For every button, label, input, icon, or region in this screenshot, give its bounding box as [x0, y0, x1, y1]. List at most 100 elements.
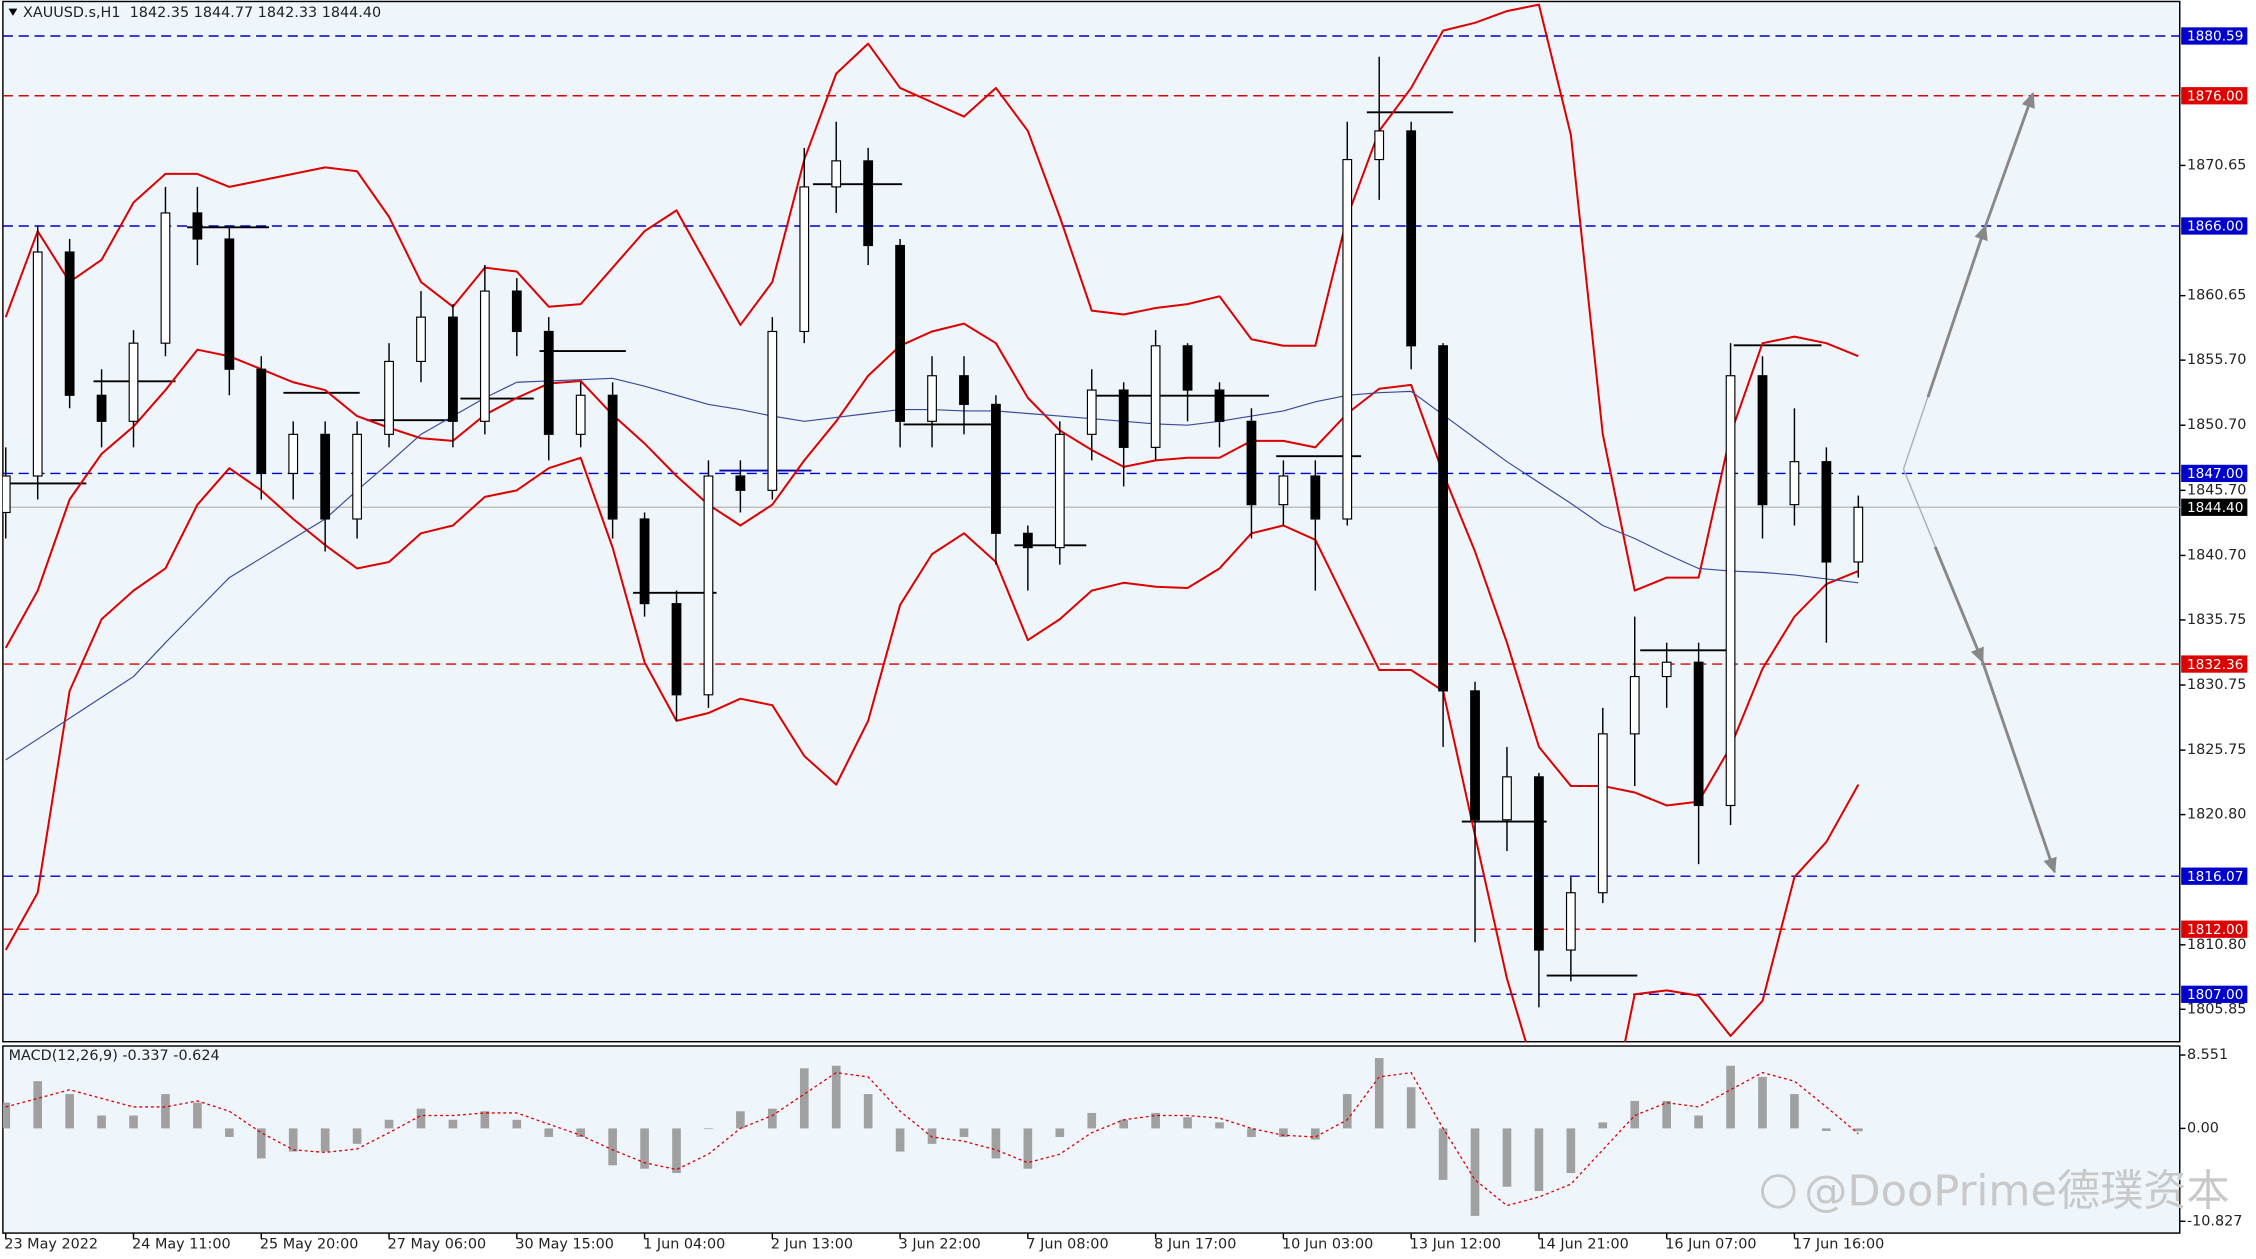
macd-bar	[831, 1065, 841, 1129]
candle-body	[767, 330, 778, 491]
macd-bar	[704, 1128, 713, 1130]
y-tick-label: 1850.70	[2187, 417, 2246, 433]
macd-bar	[1023, 1128, 1033, 1169]
macd-bar	[256, 1128, 266, 1159]
macd-bar	[33, 1081, 43, 1129]
level-label: 1847.00	[2187, 466, 2243, 482]
x-tick-label: 14 Jun 21:00	[1537, 1237, 1628, 1253]
x-tick-label: 10 Jun 03:00	[1282, 1237, 1373, 1253]
projection-arrow	[1981, 661, 2057, 874]
macd-bar	[512, 1119, 522, 1129]
y-tick-label: 1805.85	[2187, 1001, 2246, 1017]
candle-body	[1406, 130, 1417, 347]
candle-body	[1118, 389, 1129, 448]
x-tick-label: 3 Jun 22:00	[899, 1237, 981, 1253]
macd-bar	[1854, 1128, 1863, 1132]
level-label: 1832.36	[2187, 657, 2243, 673]
main-pane	[2, 0, 2181, 1043]
candle-body	[1246, 420, 1257, 506]
macd-bar	[1438, 1128, 1448, 1180]
candle-body	[1693, 661, 1704, 807]
level-label: 1866.00	[2187, 219, 2243, 235]
candle-body	[1853, 506, 1864, 563]
y-tick-label: 1820.80	[2187, 807, 2246, 823]
macd-bar	[352, 1128, 362, 1144]
candle-body	[320, 433, 331, 520]
y-tick-label: 8.551	[2187, 1047, 2228, 1063]
bollinger-band	[4, 322, 1859, 807]
macd-bar	[959, 1128, 969, 1137]
level-label: 1844.40	[2187, 500, 2243, 516]
macd-bar	[544, 1128, 554, 1137]
macd-bar	[320, 1128, 330, 1152]
level-label-box	[2181, 867, 2248, 885]
candles	[2, 56, 1864, 1008]
x-tick-label: 24 May 11:00	[132, 1237, 231, 1253]
macd-bar	[1247, 1128, 1256, 1137]
macd-bar	[288, 1128, 298, 1152]
macd-bar	[991, 1128, 1001, 1159]
macd-bar	[576, 1128, 586, 1137]
y-tick-label: 1810.80	[2187, 937, 2246, 953]
macd-bar	[1406, 1087, 1416, 1129]
candle-body	[1821, 461, 1832, 563]
candle-body	[863, 160, 874, 247]
macd-bar	[1055, 1128, 1065, 1137]
macd-bar	[1342, 1094, 1352, 1129]
watermark-logo	[1761, 1174, 1796, 1209]
macd-bar	[1215, 1122, 1224, 1129]
candle-body	[511, 290, 522, 333]
macd-bar	[2, 1102, 11, 1129]
candle-body	[1502, 776, 1512, 821]
x-tick-label: 25 May 20:00	[260, 1237, 359, 1253]
macd-bar	[1374, 1058, 1384, 1129]
candle-body	[32, 251, 43, 477]
macd-bar	[736, 1111, 745, 1129]
candle-body	[671, 603, 682, 696]
y-tick-label: 1830.75	[2187, 677, 2246, 693]
bollinger-band	[4, 456, 1860, 1042]
macd-bar	[768, 1108, 777, 1129]
candle-body	[607, 394, 618, 520]
macd-bar	[1502, 1128, 1512, 1187]
candle-body	[384, 360, 394, 435]
candle-body	[64, 251, 75, 396]
candle-body	[1054, 433, 1065, 549]
macd-bar	[129, 1115, 138, 1129]
macd-bar	[97, 1115, 106, 1129]
level-label-box	[2181, 985, 2248, 1003]
axes: 1870.65 1860.65 1855.70 1850.70 1845.70 1840.…	[4, 27, 2248, 1253]
candle-body	[288, 433, 299, 474]
y-tick-label: 1870.65	[2187, 157, 2246, 173]
y-tick-label: 0.00	[2187, 1120, 2219, 1136]
x-tick-label: 23 May 2022	[4, 1237, 98, 1253]
candle-body	[1789, 461, 1800, 506]
macd-bar	[384, 1119, 394, 1129]
candle-body	[1342, 158, 1353, 520]
candle-body	[959, 375, 969, 405]
candle-body	[1150, 345, 1161, 448]
candle-body	[352, 433, 362, 520]
x-tick-label: 2 Jun 13:00	[771, 1237, 853, 1253]
level-label: 1880.59	[2187, 29, 2243, 45]
y-tick-label: -10.827	[2187, 1213, 2243, 1229]
candle-body	[416, 316, 426, 362]
candle-body	[703, 475, 714, 696]
macd-bar	[1566, 1128, 1576, 1174]
macd-bar	[927, 1128, 937, 1144]
macd-bar	[65, 1094, 74, 1129]
candle-body	[927, 375, 937, 422]
level-label-box	[2181, 27, 2248, 45]
candle-body	[991, 403, 1001, 534]
candle-body	[1278, 475, 1289, 506]
x-tick-label: 16 Jun 07:00	[1665, 1237, 1756, 1253]
x-tick-label: 8 Jun 17:00	[1154, 1237, 1236, 1253]
macd-bar	[608, 1128, 617, 1166]
projection-arrow	[1933, 546, 1984, 664]
candle-body	[1597, 733, 1608, 894]
y-tick-label: 1835.75	[2187, 612, 2246, 628]
candle-body	[1725, 375, 1736, 807]
